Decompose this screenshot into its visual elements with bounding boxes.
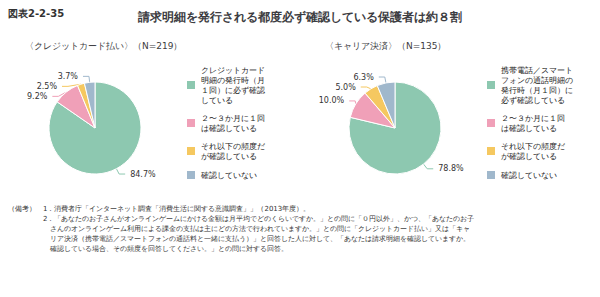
svg-text:している: している — [201, 96, 233, 105]
svg-text:84.7%: 84.7% — [130, 170, 156, 179]
svg-text:請求明細を発行される都度必ず確認している保護者は約８割: 請求明細を発行される都度必ず確認している保護者は約８割 — [137, 10, 462, 24]
svg-text:5.0%: 5.0% — [335, 83, 356, 92]
svg-text:（備考） 1．消費者庁「インターネット調査「消費生活に関する: （備考） 1．消費者庁「インターネット調査「消費生活に関する意識調査」」（201… — [8, 205, 310, 213]
svg-text:確認していない: 確認していない — [500, 171, 557, 180]
svg-text:携帯電話／スマート: 携帯電話／スマート — [501, 66, 573, 75]
svg-text:必ず確認している: 必ず確認している — [501, 96, 565, 105]
svg-text:確認していない: 確認していない — [200, 171, 257, 180]
svg-text:図表2-2-35: 図表2-2-35 — [8, 8, 64, 19]
svg-text:明細の発行時（月: 明細の発行時（月 — [201, 76, 265, 85]
svg-text:フォンの通話明細の: フォンの通話明細の — [501, 76, 573, 85]
svg-text:6.3%: 6.3% — [353, 73, 374, 82]
svg-text:１回）に必ず確認: １回）に必ず確認 — [201, 86, 265, 95]
svg-text:78.8%: 78.8% — [438, 164, 464, 173]
svg-text:さんのオンラインゲーム利用による課金の支払は主にどの方法で行: さんのオンラインゲーム利用による課金の支払は主にどの方法で行われていますか。」と… — [8, 225, 470, 233]
svg-text:は確認している: は確認している — [201, 124, 257, 133]
svg-text:〈クレジットカード払い〉（N=219）: 〈クレジットカード払い〉（N=219） — [25, 41, 182, 51]
svg-text:10.0%: 10.0% — [319, 96, 345, 105]
svg-text:確認している場合、その頻度を回答してください。」との問に対す: 確認している場合、その頻度を回答してください。」との問に対する回答。 — [8, 245, 288, 253]
svg-text:クレジットカード: クレジットカード — [201, 66, 265, 75]
svg-text:が確認している: が確認している — [201, 152, 257, 161]
svg-text:〈キャリア決済〉（N=135）: 〈キャリア決済〉（N=135） — [325, 41, 446, 51]
svg-text:発行時（月１回）に: 発行時（月１回）に — [501, 86, 573, 95]
svg-text:2．「あなたのお子さんがオンラインゲームにかける金額は月平均: 2．「あなたのお子さんがオンラインゲームにかける金額は月平均でどのくらいですか。… — [8, 215, 474, 223]
svg-text:は確認している: は確認している — [501, 124, 557, 133]
svg-text:リア決済（携帯電話／スマートフォンの通話料と一緒に支払う）」: リア決済（携帯電話／スマートフォンの通話料と一緒に支払う）」と回答した人に対して… — [8, 235, 470, 243]
svg-text:3.7%: 3.7% — [58, 72, 79, 81]
svg-text:２〜３か月に１回: ２〜３か月に１回 — [501, 114, 565, 123]
svg-text:2.5%: 2.5% — [37, 82, 58, 91]
svg-text:それ以下の頻度だ: それ以下の頻度だ — [501, 142, 565, 151]
svg-text:それ以下の頻度だ: それ以下の頻度だ — [201, 142, 265, 151]
svg-text:が確認している: が確認している — [501, 152, 557, 161]
svg-text:２〜３か月に１回: ２〜３か月に１回 — [201, 114, 265, 123]
svg-text:9.2%: 9.2% — [27, 92, 48, 101]
